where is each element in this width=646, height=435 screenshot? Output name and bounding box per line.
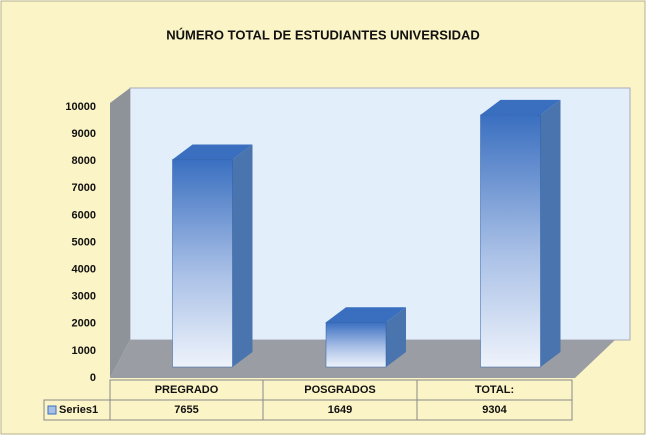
bar-side: [386, 307, 406, 367]
bar-top: [172, 144, 253, 160]
data-table: Series1: [43, 379, 573, 421]
x-tick-label: POSGRADOS: [304, 384, 376, 396]
bar-top: [326, 307, 406, 323]
y-tick-label: 2000: [72, 318, 96, 330]
bar-side: [540, 99, 561, 367]
chart-title: NÚMERO TOTAL DE ESTUDIANTES UNIVERSIDAD: [166, 27, 479, 42]
y-tick-label: 6000: [72, 209, 96, 221]
x-tick-label: TOTAL:: [475, 384, 514, 396]
y-tick-label: 8000: [72, 155, 96, 167]
y-tick-label: 9000: [72, 128, 96, 140]
bar: [325, 322, 387, 368]
y-tick-label: 4000: [72, 264, 96, 276]
y-tick-label: 0: [90, 372, 96, 384]
legend-swatch: [47, 405, 57, 415]
side-wall: [110, 88, 130, 378]
bar: [480, 114, 541, 368]
bar-side: [232, 144, 253, 367]
y-tick-label: 7000: [72, 182, 96, 194]
y-tick-label: 5000: [72, 236, 96, 248]
y-tick-label: 1000: [72, 345, 96, 357]
table-value: 1649: [328, 404, 352, 416]
table-value: 7655: [174, 404, 198, 416]
x-tick-label: PREGRADO: [155, 384, 219, 396]
y-tick-label: 3000: [72, 291, 96, 303]
table-value: 9304: [482, 404, 507, 416]
table-row: [43, 399, 573, 421]
bar-top: [480, 99, 561, 115]
y-tick-label: 10000: [65, 101, 96, 113]
bar: [172, 159, 233, 368]
legend-label: Series1: [59, 404, 98, 416]
